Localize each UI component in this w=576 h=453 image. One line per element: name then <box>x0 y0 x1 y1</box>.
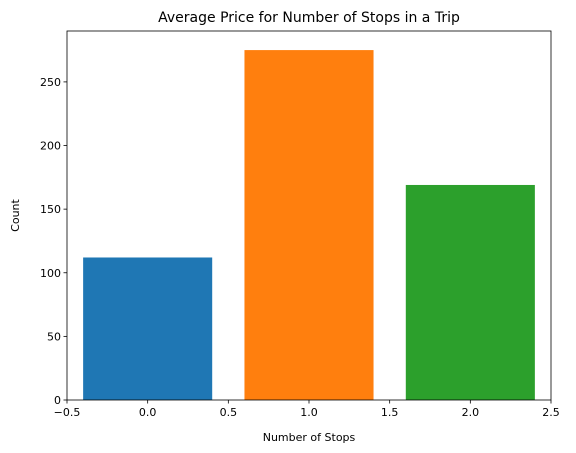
y-tick-label: 100 <box>40 267 61 280</box>
x-tick-label: 0.0 <box>139 406 157 419</box>
y-tick-label: 50 <box>47 330 61 343</box>
x-axis: −0.5 0.0 0.5 1.0 1.5 2.0 2.5 <box>54 400 560 419</box>
bars-group <box>83 50 535 400</box>
bar-2 <box>405 184 535 400</box>
y-axis: 0 50 100 150 200 250 <box>40 76 67 407</box>
x-tick-label: −0.5 <box>54 406 81 419</box>
x-tick-label: 0.5 <box>220 406 238 419</box>
y-tick-label: 0 <box>54 394 61 407</box>
x-tick-label: 2.5 <box>542 406 560 419</box>
x-axis-label: Number of Stops <box>263 431 356 444</box>
chart-title: Average Price for Number of Stops in a T… <box>158 10 460 26</box>
y-axis-label: Count <box>9 198 22 231</box>
y-tick-label: 250 <box>40 76 61 89</box>
y-tick-label: 200 <box>40 140 61 153</box>
bar-1 <box>244 50 374 400</box>
y-tick-label: 150 <box>40 203 61 216</box>
bar-0 <box>83 257 213 400</box>
x-tick-label: 1.5 <box>381 406 399 419</box>
x-tick-label: 2.0 <box>462 406 480 419</box>
x-tick-label: 1.0 <box>300 406 318 419</box>
